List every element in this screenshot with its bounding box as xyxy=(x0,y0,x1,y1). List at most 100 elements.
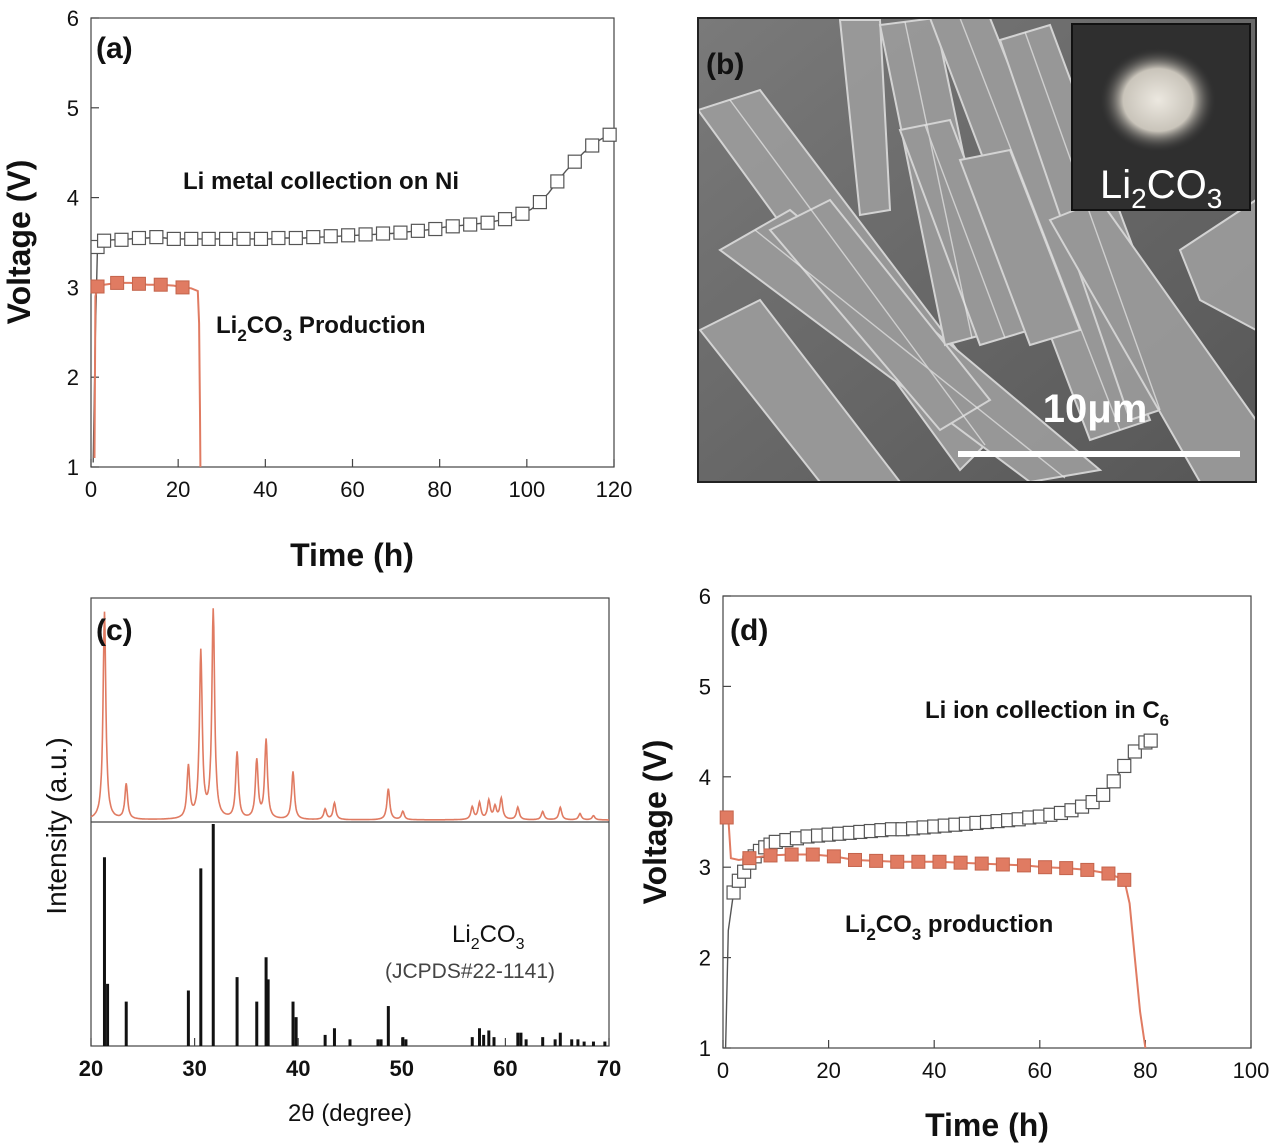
a-production-marker xyxy=(175,280,190,295)
a-collection-marker xyxy=(96,233,112,248)
a-collection-marker xyxy=(166,231,181,247)
a-series-line-1 xyxy=(93,281,202,468)
d-production-marker xyxy=(1101,866,1116,881)
panel-a-label: (a) xyxy=(96,32,133,65)
a-collection-marker xyxy=(480,215,495,230)
panel-c: 20 30 40 50 60 70 (c) Li2CO3 (JCPDS#22-1141) … xyxy=(41,597,621,1127)
a-production-marker xyxy=(110,275,125,290)
d-collection-marker xyxy=(1085,795,1100,810)
a-collection-marker xyxy=(358,227,373,242)
d-production-marker xyxy=(869,853,884,868)
d-production-marker xyxy=(1117,872,1132,887)
d-y-tick-label: 5 xyxy=(699,674,711,699)
a-collection-marker xyxy=(515,206,530,221)
panel-d-x-axis-title: Time (h) xyxy=(925,1107,1049,1143)
d-production-marker xyxy=(719,810,734,825)
d-x-tick-label: 20 xyxy=(816,1058,840,1083)
d-production-marker xyxy=(1080,862,1095,877)
scale-bar xyxy=(958,451,1240,457)
a-collection-marker xyxy=(428,221,443,237)
a-y-tick-label: 5 xyxy=(67,96,79,121)
d-y-tick-label: 1 xyxy=(699,1036,711,1061)
a-collection-marker xyxy=(114,232,129,247)
inset-label: Li2CO3 xyxy=(1100,163,1222,214)
panel-d-label: (d) xyxy=(730,614,768,647)
d-x-tick-label: 0 xyxy=(717,1058,729,1083)
panel-d-y-axis-title: Voltage (V) xyxy=(637,740,673,905)
panel-c-x-axis-title: 2θ (degree) xyxy=(288,1100,412,1127)
panel-d: 0 20 40 60 80 100 1 2 3 4 5 6 (d) Li ion collection… xyxy=(637,584,1269,1143)
a-collection-marker xyxy=(323,229,338,244)
panel-c-measured-pattern xyxy=(90,608,609,821)
d-production-marker xyxy=(1038,860,1053,875)
d-production-marker xyxy=(911,854,926,869)
d-x-tick-label: 60 xyxy=(1028,1058,1052,1083)
d-production-marker xyxy=(805,847,820,862)
d-production-marker xyxy=(1059,861,1074,876)
scale-bar-label: 10μm xyxy=(1043,387,1148,431)
d-x-tick-label: 80 xyxy=(1133,1058,1157,1083)
panel-a-x-axis-title: Time (h) xyxy=(290,537,414,573)
a-x-tick-label: 80 xyxy=(427,477,451,502)
d-y-tick-label: 3 xyxy=(699,855,711,880)
a-collection-marker xyxy=(131,230,147,246)
d-production-marker xyxy=(742,851,757,866)
panel-c-reference-name: Li2CO3 xyxy=(452,921,525,953)
a-collection-marker xyxy=(201,231,216,247)
a-collection-marker xyxy=(585,138,600,153)
a-collection-marker xyxy=(567,154,582,169)
panel-a-li-metal-annotation: Li metal collection on Ni xyxy=(183,168,459,195)
d-production-marker xyxy=(848,852,862,867)
panel-b-frame xyxy=(697,17,1257,483)
d-collection-marker xyxy=(1127,744,1142,759)
panel-b-label: (b) xyxy=(706,48,744,81)
d-series-line-0 xyxy=(724,739,1151,1049)
c-x-tick-label: 70 xyxy=(597,1056,621,1081)
a-collection-marker xyxy=(253,231,269,247)
a-collection-marker xyxy=(393,225,408,240)
d-collection-marker xyxy=(726,885,741,900)
d-production-marker xyxy=(784,847,799,862)
a-y-tick-label: 3 xyxy=(67,275,79,300)
a-production-marker xyxy=(153,277,168,292)
panel-c-label: (c) xyxy=(96,614,133,647)
a-x-tick-label: 0 xyxy=(85,477,97,502)
d-y-tick-label: 2 xyxy=(699,946,711,971)
a-collection-marker xyxy=(184,231,199,247)
d-collection-marker xyxy=(1096,787,1111,802)
panel-c-reference-code: (JCPDS#22-1141) xyxy=(385,960,555,983)
d-production-marker xyxy=(953,855,968,870)
d-production-marker xyxy=(974,856,989,871)
a-x-tick-label: 40 xyxy=(253,477,277,502)
d-production-marker xyxy=(1016,858,1031,873)
d-y-tick-label: 6 xyxy=(699,584,711,609)
d-collection-marker xyxy=(1143,733,1158,748)
a-y-tick-label: 4 xyxy=(67,186,79,211)
panel-a: 0 20 40 60 80 100 120 1 2 3 4 5 6 (a) Li metal colle… xyxy=(1,6,632,573)
panel-a-production-annotation: Li2CO3 Production xyxy=(216,312,426,345)
panel-c-y-axis-title: Intensity (a.u.) xyxy=(41,737,72,914)
a-collection-marker xyxy=(271,230,286,246)
d-production-marker xyxy=(890,854,905,869)
sem-image: Li2CO3 10μm xyxy=(698,18,1256,482)
a-collection-marker xyxy=(341,228,356,243)
a-y-tick-label: 1 xyxy=(67,455,79,480)
c-x-tick-label: 50 xyxy=(390,1056,414,1081)
a-collection-marker xyxy=(497,212,513,227)
a-x-tick-label: 120 xyxy=(596,477,633,502)
a-collection-marker xyxy=(288,230,303,246)
a-x-tick-label: 60 xyxy=(340,477,364,502)
d-x-tick-label: 100 xyxy=(1233,1058,1270,1083)
a-collection-marker xyxy=(306,230,321,245)
a-production-marker xyxy=(131,276,146,291)
d-collection-marker xyxy=(1117,758,1132,774)
a-collection-marker xyxy=(532,194,548,210)
a-x-tick-label: 20 xyxy=(166,477,190,502)
a-collection-marker xyxy=(602,127,617,142)
panel-d-production-annotation: Li2CO3 production xyxy=(845,911,1053,944)
a-collection-marker xyxy=(219,231,234,247)
c-x-tick-label: 60 xyxy=(493,1056,517,1081)
a-collection-marker xyxy=(236,231,251,247)
a-collection-marker xyxy=(463,217,478,232)
powder-sample xyxy=(1100,48,1216,152)
